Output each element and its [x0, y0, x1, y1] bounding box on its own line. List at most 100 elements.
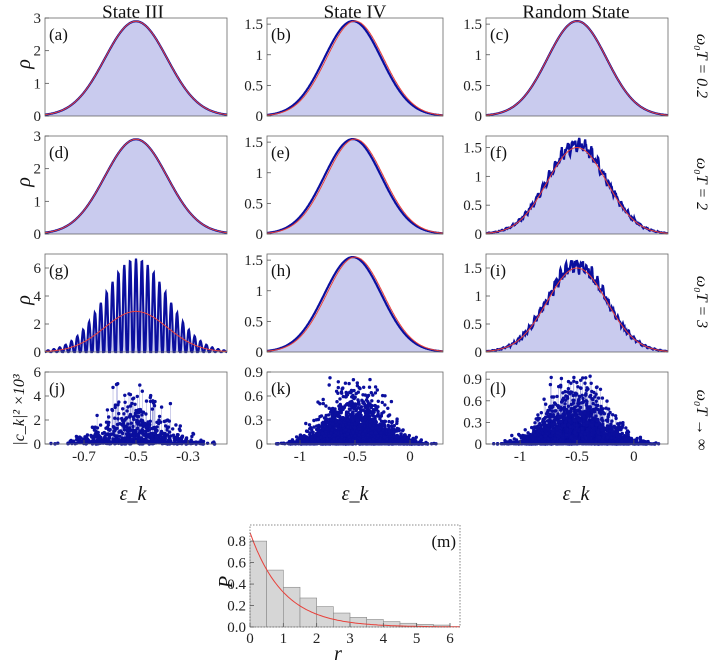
data-point — [559, 408, 563, 412]
data-point — [132, 436, 136, 440]
data-point — [373, 421, 377, 425]
data-point — [330, 439, 334, 444]
density-curve — [45, 258, 227, 354]
x-tick-label: -0.5 — [124, 449, 148, 465]
y-tick-label: 4 — [34, 389, 42, 405]
data-point — [143, 421, 147, 426]
data-point — [356, 390, 360, 394]
data-point — [381, 423, 385, 427]
data-point — [321, 420, 325, 424]
y-tick-label: 0 — [475, 109, 483, 125]
data-point — [339, 411, 343, 415]
data-point — [311, 430, 315, 435]
data-point — [120, 441, 125, 445]
data-point — [162, 440, 167, 444]
row-label-1: ω₀T = 2 — [693, 158, 709, 210]
data-point — [155, 440, 160, 444]
data-point — [588, 374, 592, 378]
data-point — [392, 427, 396, 431]
data-point — [363, 415, 367, 419]
data-point — [158, 433, 163, 437]
panel-frame — [485, 17, 669, 117]
panel-label: (j) — [49, 379, 65, 398]
data-point — [102, 436, 107, 440]
data-point — [539, 411, 543, 415]
data-point — [341, 423, 345, 428]
data-point — [189, 438, 193, 442]
panel-frame — [485, 253, 669, 353]
data-point — [294, 435, 299, 439]
data-point — [123, 417, 127, 422]
panel-frame — [44, 135, 228, 235]
data-point — [144, 399, 149, 403]
data-point — [336, 380, 340, 384]
data-point — [322, 416, 327, 420]
data-point — [346, 425, 350, 429]
data-point — [299, 435, 304, 440]
data-point — [70, 441, 74, 446]
data-point — [392, 424, 396, 428]
data-point — [374, 406, 378, 411]
data-point — [376, 399, 380, 403]
data-point — [312, 425, 316, 429]
data-point — [373, 385, 378, 389]
row-label-0: ω₀T = 0.2 — [693, 34, 709, 98]
y-tick-label: 1 — [256, 48, 264, 64]
data-point — [340, 391, 344, 395]
data-point — [352, 425, 357, 430]
data-point — [121, 407, 125, 411]
y-tick-label: 0 — [475, 345, 483, 361]
data-point — [173, 439, 177, 443]
panel-label: (k) — [271, 379, 291, 398]
data-point — [343, 404, 347, 408]
data-point — [351, 378, 356, 382]
data-point — [98, 423, 103, 427]
x-tick-label: 0 — [406, 449, 414, 465]
data-point — [328, 424, 332, 429]
panel-label: (d) — [49, 143, 69, 162]
data-point — [134, 408, 138, 413]
y-tick-label: 0 — [256, 437, 264, 453]
data-point — [115, 422, 120, 427]
panel-frame — [44, 253, 228, 353]
data-point — [336, 385, 340, 390]
data-point — [332, 416, 336, 420]
y-tick-label: 2 — [34, 44, 42, 60]
data-point — [111, 425, 116, 429]
x-label-col-2: ε_k — [563, 483, 591, 505]
data-point — [328, 376, 332, 380]
data-point — [387, 413, 392, 417]
data-point — [168, 401, 173, 406]
data-point — [373, 391, 378, 395]
data-point — [129, 437, 133, 442]
data-point — [312, 418, 316, 423]
data-point — [394, 434, 398, 439]
data-point — [410, 440, 414, 444]
data-point — [357, 433, 361, 437]
data-point — [397, 428, 401, 433]
data-point — [373, 430, 378, 435]
data-point — [171, 433, 176, 437]
data-point — [329, 431, 333, 435]
data-point — [135, 419, 139, 423]
data-point — [131, 430, 135, 434]
data-point — [387, 419, 391, 424]
gaussian-fit-curve — [266, 256, 444, 352]
data-point — [386, 406, 390, 410]
x-label-col-1: ε_k — [342, 483, 370, 505]
gaussian-fit-curve — [44, 20, 228, 116]
data-point — [361, 393, 365, 397]
data-point — [337, 407, 342, 411]
data-point — [526, 431, 530, 435]
data-point — [279, 441, 283, 445]
panel-label: (e) — [271, 143, 290, 162]
data-point — [128, 404, 133, 408]
gaussian-fit-curve — [486, 147, 668, 234]
data-point — [145, 435, 149, 439]
data-point — [370, 426, 375, 431]
data-point — [111, 385, 115, 390]
data-point — [324, 413, 328, 418]
